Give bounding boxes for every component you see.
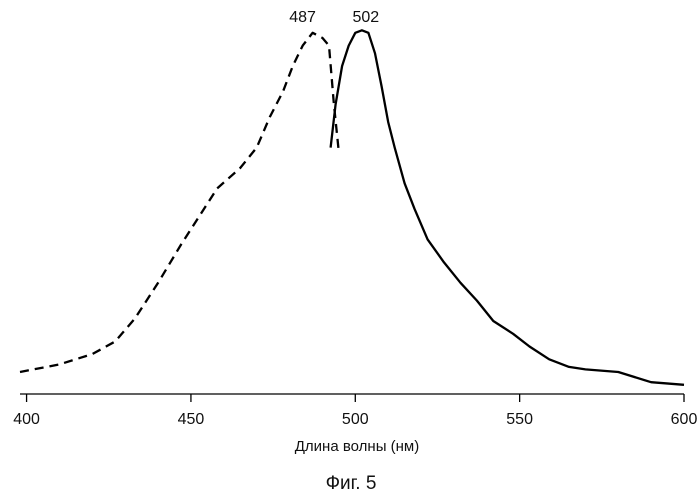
- x-axis: 400 450 500 550 600: [13, 394, 697, 428]
- x-tick-label-600: 600: [671, 411, 698, 428]
- x-tick-label-450: 450: [178, 411, 205, 428]
- peak-label-502: 502: [353, 9, 380, 26]
- series-layer: [20, 30, 684, 385]
- series-emission-line: [331, 30, 684, 385]
- x-tick-label-550: 550: [506, 411, 533, 428]
- x-tick-label-500: 500: [342, 411, 369, 428]
- x-axis-title: Длина волны (нм): [295, 438, 419, 455]
- x-ticks: 400 450 500 550 600: [13, 394, 697, 428]
- figure-caption: Фиг. 5: [326, 473, 377, 494]
- spectrum-chart: 400450500550600 487502 Длина волны (нм) …: [0, 0, 699, 499]
- peak-annotations: 487 502: [289, 9, 379, 26]
- x-tick-label-400: 400: [13, 411, 40, 428]
- peak-label-487: 487: [289, 9, 316, 26]
- series-excitation-line: [20, 33, 339, 372]
